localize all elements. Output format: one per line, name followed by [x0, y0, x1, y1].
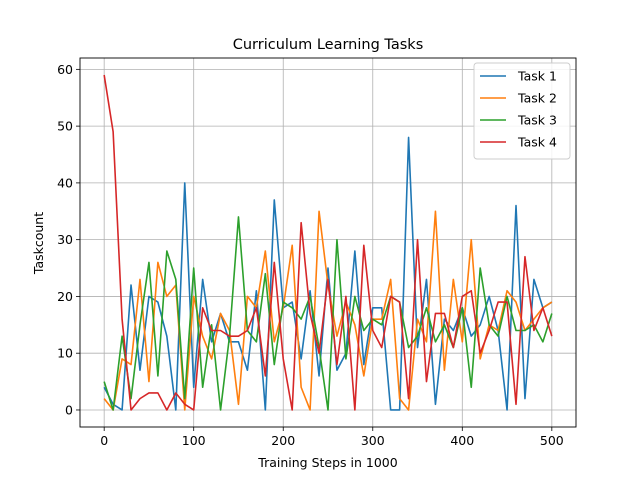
- y-tick-label: 50: [57, 119, 73, 134]
- x-axis-label: Training Steps in 1000: [257, 455, 397, 470]
- series-line-task-3: [103, 216, 553, 411]
- plot-area-frame: [79, 57, 577, 428]
- grid: [80, 58, 576, 427]
- legend-label: Task 1: [517, 69, 557, 84]
- y-tick-label: 30: [57, 232, 73, 247]
- y-tick-label: 60: [57, 62, 73, 77]
- y-tick-label: 40: [57, 175, 73, 190]
- legend-label: Task 3: [517, 113, 557, 128]
- legend-label: Task 2: [517, 91, 557, 106]
- x-tick-label: 500: [540, 433, 564, 448]
- y-tick-label: 20: [57, 289, 73, 304]
- axis-ticks: 0 100 200 300 400 500 0 10 20 30 40 50 60: [57, 62, 564, 448]
- y-axis-label: Taskcount: [31, 212, 46, 275]
- legend-label: Task 4: [517, 135, 557, 150]
- legend-box: [473, 62, 571, 160]
- y-tick-label: 0: [65, 402, 73, 417]
- legend: Task 1 Task 2 Task 3 Task 4: [473, 62, 571, 160]
- series-line-task-4: [103, 74, 553, 411]
- y-tick-label: 10: [57, 346, 73, 361]
- x-tick-label: 300: [361, 433, 385, 448]
- series-lines: [103, 74, 553, 411]
- x-tick-label: 100: [182, 433, 206, 448]
- chart-title: Curriculum Learning Tasks: [233, 37, 424, 53]
- x-tick-label: 0: [100, 433, 108, 448]
- x-tick-label: 400: [450, 433, 474, 448]
- x-tick-label: 200: [271, 433, 295, 448]
